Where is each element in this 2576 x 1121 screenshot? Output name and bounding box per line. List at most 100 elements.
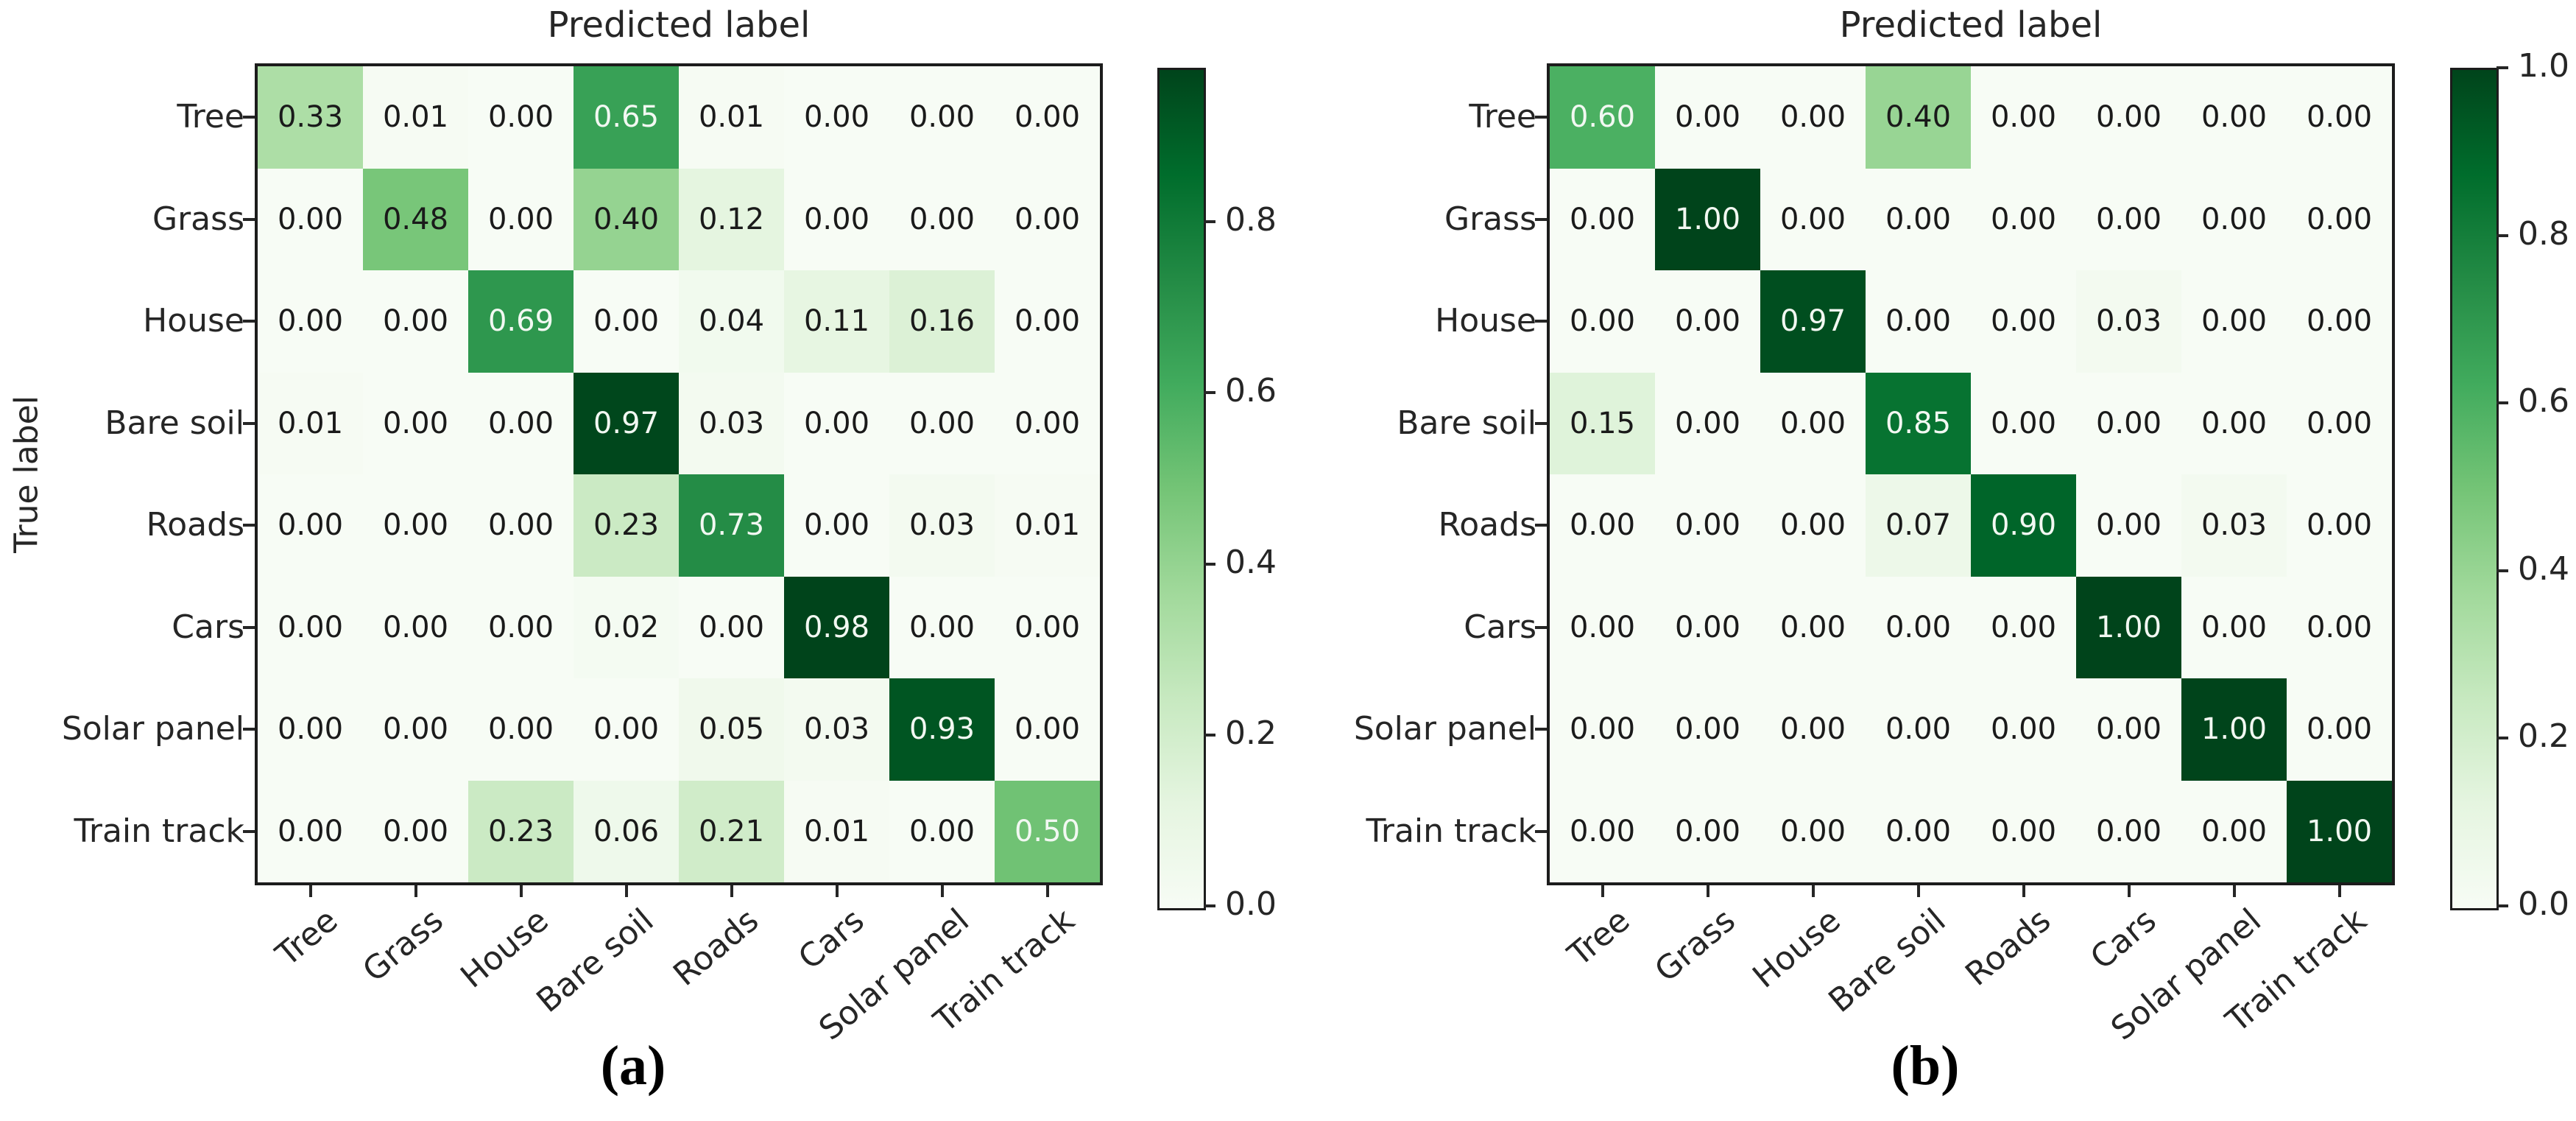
heatmap-cell-b-0-5: 0.00 <box>2076 66 2181 169</box>
colorbar-tick-label: 0.2 <box>2518 717 2569 756</box>
heatmap-cell-b-3-1: 0.00 <box>1655 372 1760 474</box>
y-tick-mark <box>1535 320 1547 323</box>
heatmap-cell-b-5-1: 0.00 <box>1655 576 1760 678</box>
heatmap-cell-a-2-1: 0.00 <box>363 270 468 373</box>
heatmap-cell-a-6-2: 0.00 <box>468 678 574 781</box>
y-tick-label: Solar panel <box>61 710 244 748</box>
heatmap-cell-b-3-6: 0.00 <box>2181 372 2287 474</box>
heatmap-cell-b-2-5: 0.03 <box>2076 270 2181 373</box>
heatmap-cell-a-1-5: 0.00 <box>784 168 889 270</box>
y-tick-mark <box>1535 524 1547 527</box>
heatmap-cell-a-3-6: 0.00 <box>889 372 995 474</box>
x-tick-label: Cars <box>2083 902 2164 977</box>
heatmap-cell-a-2-4: 0.04 <box>679 270 784 373</box>
y-tick-label: Roads <box>146 506 244 544</box>
y-tick-label: Train track <box>1366 812 1536 850</box>
y-tick-mark <box>243 320 255 323</box>
heatmap-cell-b-3-5: 0.00 <box>2076 372 2181 474</box>
colorbar-tick-mark <box>2496 569 2508 572</box>
y-tick-mark <box>243 625 255 629</box>
heatmap-cell-a-3-7: 0.00 <box>995 372 1100 474</box>
heatmap-cell-a-1-2: 0.00 <box>468 168 574 270</box>
heatmap-cell-b-3-7: 0.00 <box>2287 372 2392 474</box>
heatmap-cell-a-4-2: 0.00 <box>468 474 574 577</box>
y-tick-label: Grass <box>152 200 244 238</box>
heatmap-cell-a-0-5: 0.00 <box>784 66 889 169</box>
heatmap-cell-b-4-1: 0.00 <box>1655 474 1760 577</box>
x-tick-label: Bare soil <box>1821 902 1953 1020</box>
x-tick-label: Tree <box>269 902 345 974</box>
colorbar-tick-label: 0.4 <box>2518 549 2569 588</box>
heatmap-cell-a-7-6: 0.00 <box>889 780 995 882</box>
plot-b-title: Predicted label <box>1839 4 2103 46</box>
heatmap-cell-a-5-6: 0.00 <box>889 576 995 678</box>
heatmap-cell-b-7-1: 0.00 <box>1655 780 1760 882</box>
heatmap-cell-b-1-3: 0.00 <box>1866 168 1971 270</box>
heatmap-cell-b-4-0: 0.00 <box>1550 474 1655 577</box>
heatmap-cell-a-6-0: 0.00 <box>258 678 363 781</box>
heatmap-cell-b-6-6: 1.00 <box>2181 678 2287 781</box>
heatmap-cell-b-7-0: 0.00 <box>1550 780 1655 882</box>
colorbar-tick-mark <box>1204 733 1215 737</box>
heatmap-cell-b-0-3: 0.40 <box>1866 66 1971 169</box>
colorbar-tick-label: 0.6 <box>1225 372 1277 410</box>
colorbar-tick-label: 0.4 <box>1225 543 1277 581</box>
heatmap-cell-a-5-4: 0.00 <box>679 576 784 678</box>
heatmap-cell-b-7-5: 0.00 <box>2076 780 2181 882</box>
x-tick-label: Grass <box>1647 902 1743 990</box>
heatmap-cell-b-6-4: 0.00 <box>1971 678 2076 781</box>
heatmap-cell-b-2-0: 0.00 <box>1550 270 1655 373</box>
x-tick-mark <box>2127 885 2131 897</box>
x-tick-mark <box>730 885 733 897</box>
heatmap-cell-a-7-0: 0.00 <box>258 780 363 882</box>
x-tick-mark <box>414 885 417 897</box>
x-tick-mark <box>940 885 944 897</box>
heatmap-cell-a-2-3: 0.00 <box>574 270 679 373</box>
colorbar-tick-label: 0.0 <box>1225 885 1277 923</box>
colorbar-tick-label: 0.6 <box>2518 382 2569 421</box>
heatmap-cell-b-1-0: 0.00 <box>1550 168 1655 270</box>
heatmap-cell-b-2-7: 0.00 <box>2287 270 2392 373</box>
heatmap-cell-a-4-3: 0.23 <box>574 474 679 577</box>
heatmap-cell-b-5-0: 0.00 <box>1550 576 1655 678</box>
y-tick-mark <box>1535 625 1547 629</box>
x-tick-mark <box>308 885 312 897</box>
heatmap-cell-b-7-2: 0.00 <box>1760 780 1866 882</box>
heatmap-cell-a-3-3: 0.97 <box>574 372 679 474</box>
heatmap-cell-a-1-4: 0.12 <box>679 168 784 270</box>
x-tick-label: Bare soil <box>529 902 661 1020</box>
x-tick-mark <box>2337 885 2341 897</box>
heatmap-cell-a-2-7: 0.00 <box>995 270 1100 373</box>
heatmap-cell-a-4-6: 0.03 <box>889 474 995 577</box>
heatmap-cell-a-0-6: 0.00 <box>889 66 995 169</box>
heatmap-cell-b-5-2: 0.00 <box>1760 576 1866 678</box>
colorbar-tick-label: 0.8 <box>1225 201 1277 239</box>
heatmap-cell-a-6-1: 0.00 <box>363 678 468 781</box>
heatmap-cell-b-0-1: 0.00 <box>1655 66 1760 169</box>
subfigure-caption-a: (a) <box>600 1035 666 1097</box>
y-tick-mark <box>243 421 255 425</box>
heatmap-cell-a-2-0: 0.00 <box>258 270 363 373</box>
x-tick-label: Cars <box>791 902 872 977</box>
heatmap-cell-b-5-3: 0.00 <box>1866 576 1971 678</box>
colorbar-tick-mark <box>2496 401 2508 405</box>
heatmap-cell-a-6-3: 0.00 <box>574 678 679 781</box>
heatmap-cell-a-7-3: 0.06 <box>574 780 679 882</box>
y-tick-label: Roads <box>1438 506 1536 544</box>
y-tick-mark <box>1535 217 1547 221</box>
y-tick-label: Train track <box>74 812 244 850</box>
heatmap-cell-b-1-1: 1.00 <box>1655 168 1760 270</box>
heatmap-cell-a-5-3: 0.02 <box>574 576 679 678</box>
heatmap-cell-b-1-2: 0.00 <box>1760 168 1866 270</box>
y-tick-mark <box>243 116 255 119</box>
heatmap-cell-b-4-4: 0.90 <box>1971 474 2076 577</box>
colorbar-tick-label: 0.8 <box>2518 214 2569 253</box>
heatmap-cell-b-6-0: 0.00 <box>1550 678 1655 781</box>
heatmap-cell-a-3-1: 0.00 <box>363 372 468 474</box>
heatmap-cell-a-1-0: 0.00 <box>258 168 363 270</box>
y-tick-label: Bare soil <box>105 404 244 442</box>
heatmap-cell-a-5-1: 0.00 <box>363 576 468 678</box>
heatmap-cell-a-2-5: 0.11 <box>784 270 889 373</box>
heatmap-cell-b-3-3: 0.85 <box>1866 372 1971 474</box>
